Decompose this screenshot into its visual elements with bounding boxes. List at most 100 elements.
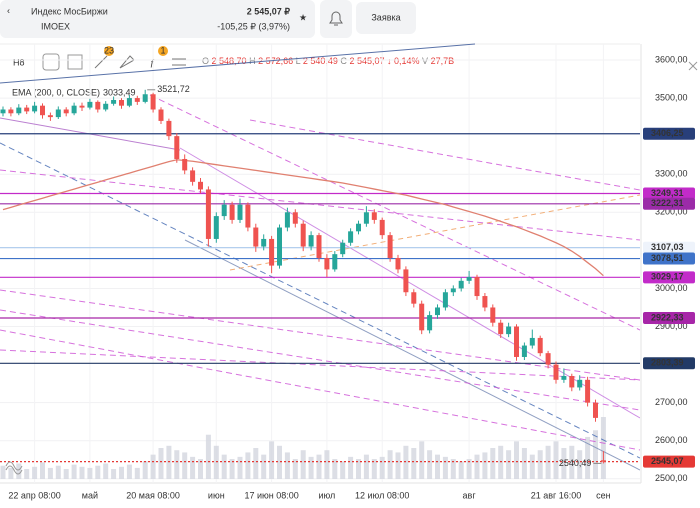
x-tick-label: 22 апр 08:00 [8, 490, 60, 500]
candle-body [490, 307, 496, 323]
candle-body [261, 238, 267, 247]
candle-body [32, 105, 38, 112]
y-tick-label: 3500,00 [655, 92, 688, 102]
indicator-label[interactable]: EMA (200, 0, CLOSE) [12, 87, 100, 97]
volume-bar [55, 465, 61, 479]
candle-body [198, 181, 203, 190]
badge-bg [158, 46, 168, 56]
ohlc-change: ↓ 0,14% [387, 56, 420, 66]
volume-bar [150, 454, 156, 479]
indicators-button[interactable] [67, 54, 83, 70]
candle-body [150, 94, 156, 110]
candle-body [537, 337, 543, 354]
candle-body [411, 292, 417, 304]
candle-body [134, 98, 140, 102]
candle-body [126, 98, 132, 106]
volume-bar [166, 445, 172, 479]
volume-bar [600, 417, 606, 479]
volume-bar [103, 463, 109, 479]
candle-body [40, 105, 45, 116]
level-label: 2922,33 [651, 312, 684, 322]
volume-bar [182, 452, 188, 479]
volume-bar [47, 467, 53, 479]
candle-body [340, 242, 346, 255]
candle-body [8, 109, 14, 114]
candle-body [316, 235, 322, 258]
interval-button[interactable]: H8 [13, 57, 25, 67]
volume-bar [553, 441, 559, 479]
draw-shape-button[interactable] [119, 55, 135, 69]
volume-bar [379, 456, 385, 479]
volume-bar [111, 469, 117, 479]
candle-body [55, 109, 61, 118]
y-tick-label: 3200,00 [655, 207, 688, 217]
y-tick-label: 2700,00 [655, 397, 688, 407]
x-tick-label: 17 июн 08:00 [244, 490, 298, 500]
volume-bar [403, 445, 409, 479]
close-icon[interactable] [688, 61, 698, 71]
price-change: -105,25 ₽ (3,97%) [217, 21, 290, 31]
candle-body [585, 379, 591, 403]
indicator-value: 3033,49 [103, 87, 136, 97]
volume-bar [119, 466, 124, 479]
volume-bar [569, 445, 575, 479]
volume-bar [142, 461, 148, 479]
candle-body [442, 292, 448, 308]
level-label: 3107,03 [651, 242, 684, 252]
level-label-bg [643, 271, 695, 284]
candle-body [284, 212, 290, 228]
volume-bar [435, 454, 440, 479]
candle-body [593, 402, 598, 418]
settings-button[interactable] [172, 58, 186, 66]
x-tick-label: май [82, 490, 98, 500]
alert-button[interactable] [320, 0, 352, 38]
volume-bar [205, 434, 211, 479]
volume-bar [24, 469, 30, 479]
x-tick-label: сен [596, 490, 611, 500]
volume-bar [245, 452, 251, 479]
candle-body [47, 115, 53, 118]
trend-line [184, 239, 640, 471]
candle-body [269, 238, 275, 266]
volume-bar [277, 445, 282, 479]
x-tick-label: 20 мая 08:00 [126, 490, 180, 500]
level-label: 3078,51 [651, 253, 684, 263]
volume-bar [498, 445, 504, 479]
y-tick-label: 3000,00 [655, 283, 688, 293]
draw-line-button[interactable] [94, 55, 108, 69]
candle-body [498, 322, 504, 335]
x-tick-label: июл [318, 490, 335, 500]
candle-body [16, 107, 22, 114]
instrument-ticker: IMOEX [41, 21, 70, 31]
candle-body [300, 223, 306, 247]
drawings-badge: 23 [104, 45, 114, 55]
fx-button[interactable]: ƒ [149, 57, 154, 67]
candle-body [427, 315, 433, 331]
volume-bar [134, 467, 140, 479]
volume-bar [474, 454, 480, 479]
volume-bar [32, 466, 38, 479]
trend-line [0, 309, 640, 411]
volume-bar [126, 464, 132, 479]
back-icon[interactable]: ‹ [7, 5, 10, 15]
candle-body [514, 326, 519, 357]
candle-body [253, 227, 259, 247]
indicators-badge: 1 [160, 45, 165, 55]
candle-body [95, 101, 101, 110]
trend-line [0, 169, 640, 241]
volume-bar [213, 445, 219, 479]
instrument-panel[interactable] [0, 0, 315, 38]
favorite-star[interactable]: ★ [299, 12, 307, 22]
candle-body [569, 376, 575, 388]
volume-bar [174, 450, 180, 479]
candle-body [111, 99, 117, 104]
y-tick-label: 2500,00 [655, 473, 688, 483]
order-button-label[interactable]: Заявка [371, 12, 400, 22]
volume-bar [521, 448, 527, 479]
ohlc-value: 2 548,70 [212, 56, 247, 66]
order-button[interactable] [356, 2, 416, 34]
chart-type-button[interactable] [42, 53, 60, 71]
candle-body [482, 296, 488, 308]
wave-icon [5, 461, 23, 475]
ohlc-label: O [202, 56, 209, 66]
